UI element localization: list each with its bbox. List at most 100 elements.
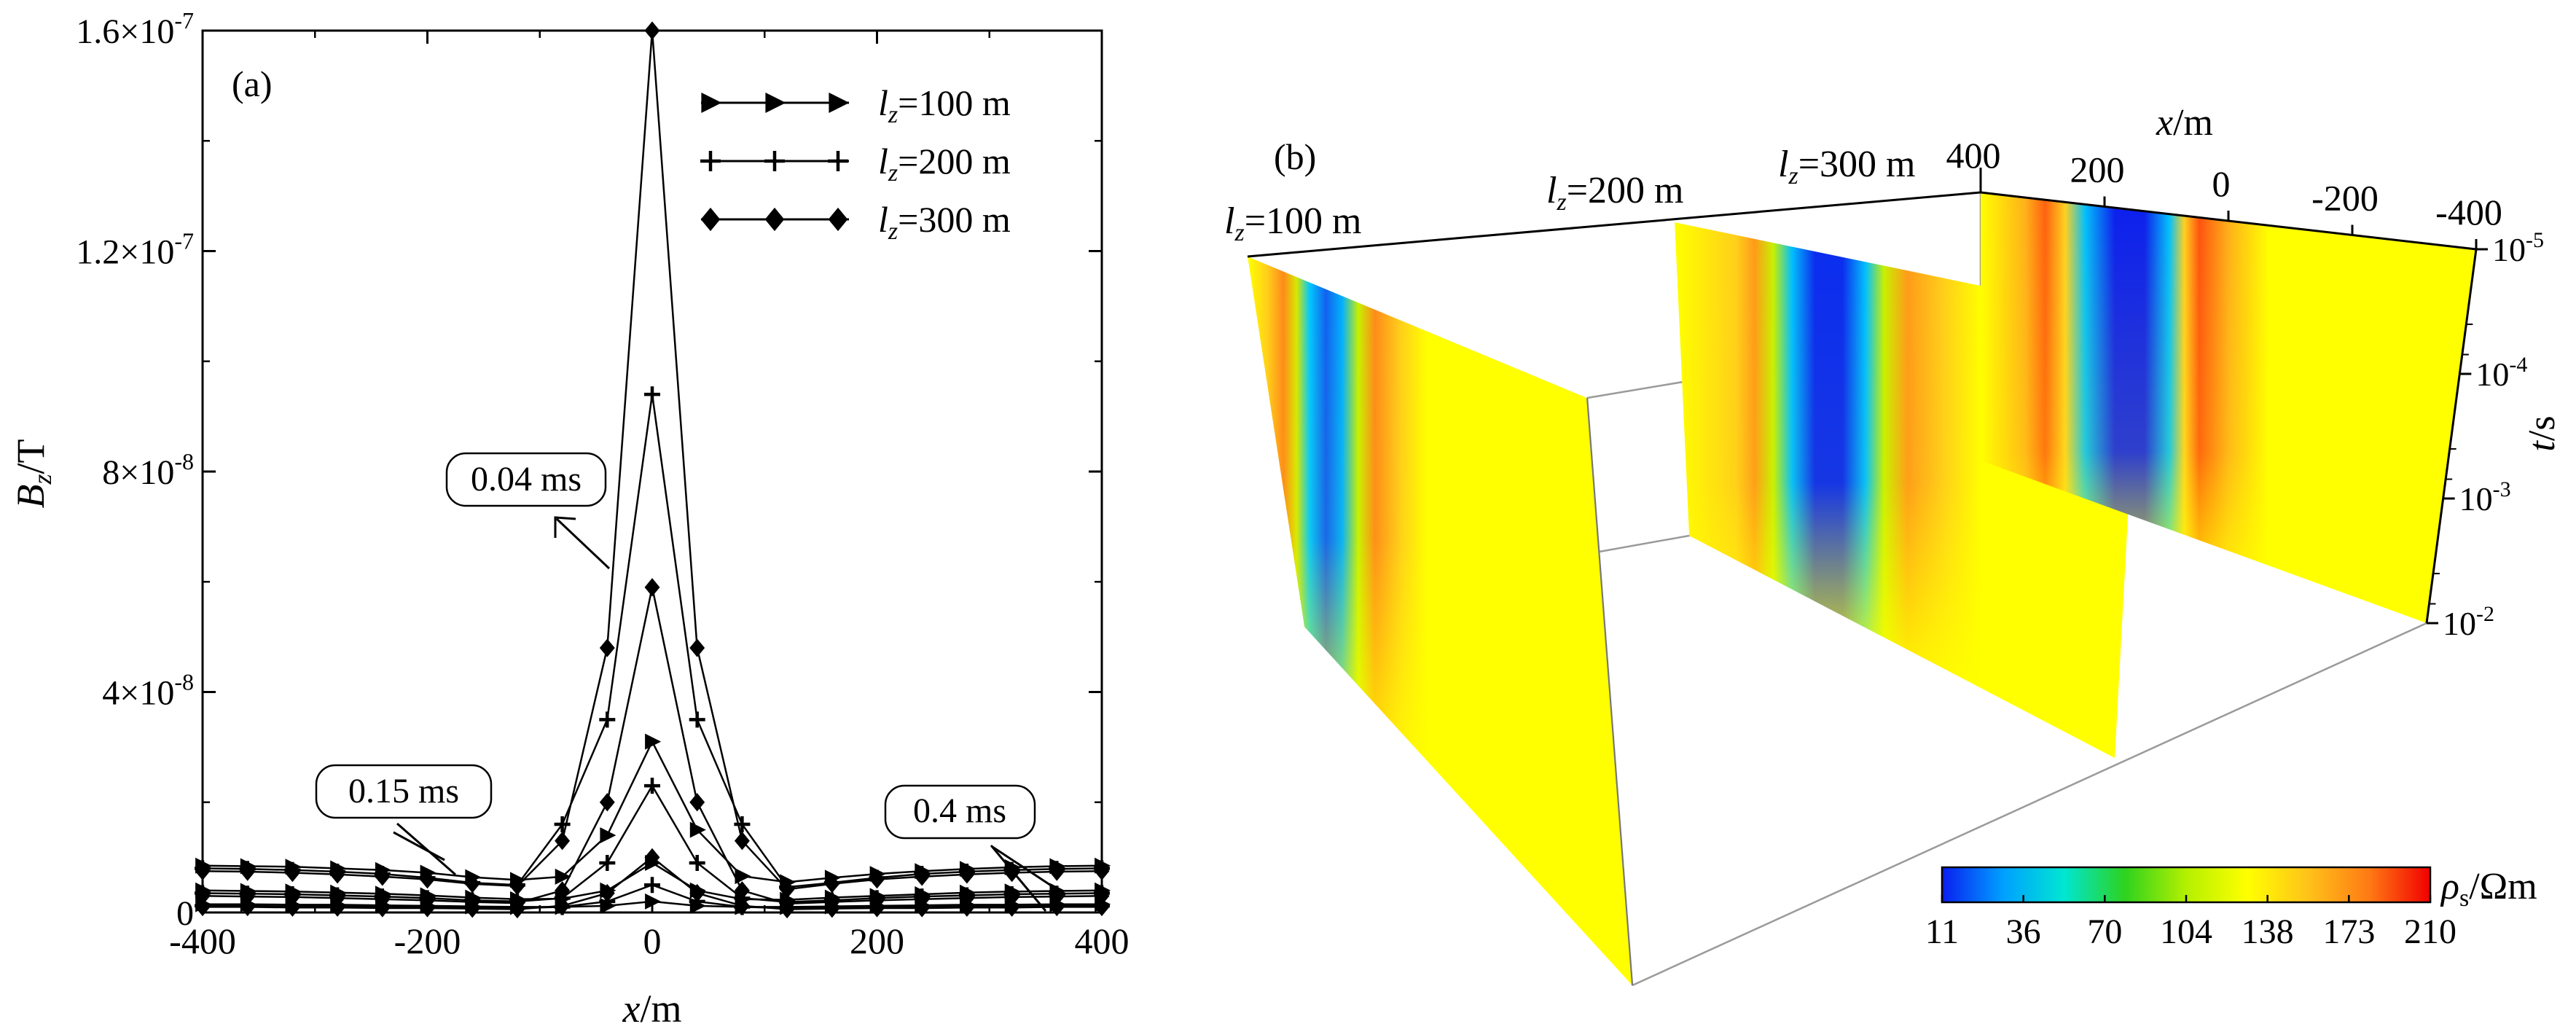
diamond-marker [734, 881, 750, 900]
triangle-marker [555, 868, 571, 885]
diamond-marker [195, 897, 211, 917]
diamond-marker [599, 883, 615, 903]
diamond-marker [329, 865, 345, 884]
diamond-marker [284, 863, 300, 883]
panel-a-xlabel: x/m [622, 987, 682, 1031]
legend-label: lz=300 m [878, 199, 1011, 245]
x-tick-label: -200 [2311, 178, 2379, 219]
x-tick-label: 200 [2070, 149, 2125, 190]
diamond-marker [240, 887, 256, 906]
plus-marker [828, 151, 848, 171]
diamond-marker [1049, 897, 1065, 917]
diamond-marker [959, 888, 975, 907]
svg-text:lz=100 m: lz=100 m [1224, 200, 1361, 246]
panel-b-label: (b) [1274, 136, 1316, 177]
y-tick-label: 4×10-8 [102, 669, 194, 713]
panel-a: -400 -200 0 200 400 0 4×10-8 8×10-8 1.2×10-7 1.6×… [9, 7, 1130, 1031]
diamond-marker [329, 898, 345, 917]
panel-a-ylabel: Bz/T [9, 439, 57, 508]
diamond-marker [1049, 862, 1065, 881]
annotation-label: 0.04 ms [471, 460, 582, 499]
diamond-marker [700, 207, 721, 232]
plus-marker [689, 854, 705, 871]
panel-b-xlabel: x/m [2156, 102, 2213, 144]
colorbar-tick-label: 210 [2404, 912, 2456, 951]
svg-text:lz=300 m: lz=300 m [1778, 144, 1915, 189]
diamond-marker [240, 897, 256, 917]
diamond-marker [1049, 887, 1065, 906]
diamond-marker [828, 207, 848, 232]
diamond-marker [914, 867, 930, 886]
diamond-marker [284, 888, 300, 907]
colorbar-tick-label: 138 [2242, 912, 2294, 951]
diamond-marker [1004, 863, 1020, 883]
panel-b: (b) lz=100 m lz=200 m lz=300 m x/m 400 20… [1224, 102, 2563, 987]
plus-marker [644, 877, 660, 894]
annotation-0.04ms: 0.04 ms [445, 452, 611, 570]
colorbar-tick-label: 11 [1925, 912, 1959, 951]
diamond-marker [869, 869, 885, 889]
diamond-marker [1094, 861, 1110, 880]
panel-a-label: (a) [232, 63, 273, 104]
svg-text:lz=200 m: lz=200 m [1546, 170, 1683, 216]
triangle-marker [645, 733, 662, 750]
diamond-marker [689, 883, 705, 903]
annotation-label: 0.4 ms [913, 791, 1006, 830]
diamond-marker [329, 888, 345, 907]
diamond-marker [240, 862, 256, 881]
plus-marker [599, 854, 616, 871]
legend-label: lz=200 m [878, 141, 1011, 187]
diamond-marker [375, 867, 391, 886]
diamond-marker [420, 899, 435, 918]
series-line [195, 21, 1110, 899]
diamond-marker [1094, 897, 1110, 917]
diamond-marker [555, 881, 571, 900]
slice-label-lz200: lz=200 m [1546, 170, 1683, 216]
diamond-marker [1004, 898, 1020, 917]
diamond-marker [195, 861, 211, 880]
legend-label: lz=100 m [878, 82, 1011, 128]
plus-marker [599, 711, 616, 728]
colorbar-ticks: 11 36 70 104 138 173 210 [1925, 895, 2456, 951]
slice-lz300 [1981, 192, 2476, 623]
x-tick-label: 0 [2212, 163, 2231, 204]
panel-b-tlabel: t/s [2521, 415, 2563, 451]
t-tick-label: 10-3 [2459, 477, 2511, 517]
annotation-0.15ms: 0.15 ms [315, 764, 493, 876]
slice-label-lz100: lz=100 m [1224, 200, 1361, 246]
triangle-marker [689, 821, 706, 838]
legend-entry: lz=200 m [700, 141, 1011, 187]
diamond-marker [555, 832, 571, 851]
plus-marker [734, 816, 751, 832]
series-line [195, 848, 1110, 919]
diamond-marker [509, 877, 525, 896]
x-tick-label: 400 [1946, 135, 2001, 176]
colorbar-tick-label: 104 [2160, 912, 2212, 951]
diamond-marker [779, 899, 795, 919]
diamond-marker [1004, 888, 1020, 907]
x-tick-label: -400 [2435, 192, 2502, 232]
colorbar-tick-label: 70 [2087, 912, 2122, 951]
diamond-marker [509, 899, 525, 919]
triangle-marker [645, 893, 662, 910]
plus-marker [689, 711, 705, 728]
diamond-marker [824, 875, 840, 894]
plus-marker [554, 816, 571, 832]
legend-entry: lz=300 m [700, 199, 1011, 245]
diamond-marker [599, 793, 615, 812]
plus-marker [700, 151, 721, 171]
annotation-label: 0.15 ms [348, 772, 459, 810]
t-tick-label: 10-5 [2492, 228, 2544, 268]
diamond-marker [869, 899, 885, 918]
y-tick-label: 1.2×10-7 [76, 228, 194, 272]
box-front-edge [1586, 397, 1633, 986]
panel-a-legend: lz=100 m lz=200 m lz=300 m [700, 82, 1011, 245]
annotation-0.4ms: 0.4 ms [884, 784, 1066, 912]
diamond-marker [644, 578, 660, 597]
slice-label-lz300: lz=300 m [1778, 144, 1915, 189]
diamond-marker [375, 899, 391, 918]
diamond-marker [420, 869, 435, 889]
diamond-marker [764, 207, 785, 232]
triangle-marker [600, 827, 616, 844]
colorbar-label: ρs/Ωm [2440, 866, 2537, 912]
